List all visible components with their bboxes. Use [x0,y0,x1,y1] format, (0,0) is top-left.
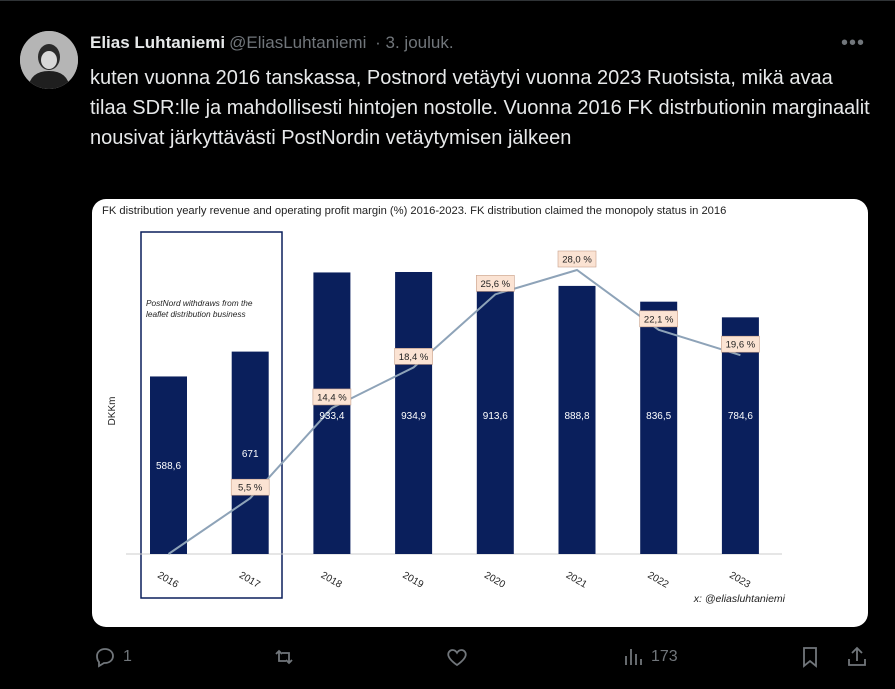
reply-count: 1 [123,648,132,665]
avatar[interactable] [20,31,78,89]
revenue-bar [395,272,433,554]
x-tick-label: 2020 [482,570,507,591]
margin-label: 14,4 % [312,388,352,406]
margin-label: 28,0 % [557,250,597,268]
heart-icon [447,649,467,667]
author-name[interactable]: Elias Luhtaniemi [90,33,226,52]
tweet-date[interactable]: 3. jouluk. [385,33,454,52]
y-axis-label: DKKm [107,397,118,426]
svg-text:22,1 %: 22,1 % [644,314,674,325]
bar-value-label: 671 [242,449,259,460]
chart-card[interactable]: FK distribution yearly revenue and opera… [92,199,868,627]
margin-label: 22,1 % [639,310,679,328]
svg-text:28,0 %: 28,0 % [562,255,592,266]
bookmark-icon [803,647,817,668]
bookmark-button[interactable] [798,645,822,669]
bar-value-label: 934,9 [401,411,426,422]
revenue-bar [721,317,759,554]
margin-label: 19,6 % [721,335,760,353]
svg-text:18,4 %: 18,4 % [399,352,429,363]
margin-label: 5,5 % [230,478,270,496]
bar-value-label: 933,4 [319,411,344,422]
like-button[interactable] [445,645,469,669]
repost-icon [275,649,293,665]
svg-text:14,4 %: 14,4 % [317,392,347,403]
author-handle[interactable]: @EliasLuhtaniemi [229,33,367,52]
x-tick-label: 2022 [646,570,671,591]
revenue-bar [558,285,596,554]
bar-value-label: 888,8 [564,411,589,422]
revenue-bar [640,301,678,554]
tweet-text: kuten vuonna 2016 tanskassa, Postnord ve… [90,67,870,149]
x-tick-label: 2019 [400,570,425,591]
revenue-bar [231,351,269,554]
tweet-actions: 1 173 [0,645,895,679]
share-icon [848,646,866,666]
more-options-icon[interactable]: ••• [840,32,865,54]
svg-text:25,6 %: 25,6 % [481,279,511,290]
views-count: 173 [651,648,678,665]
chart-title: FK distribution yearly revenue and opera… [102,205,726,217]
revenue-bar [150,376,187,554]
chart-credit: x: @eliasluhtaniemi [693,593,786,605]
bar-value-label: 588,6 [156,461,181,472]
annotation-line-1: PostNord withdraws from the [146,298,253,308]
tweet-header: Elias Luhtaniemi @EliasLuhtaniemi · 3. jo… [90,33,454,53]
reply-button[interactable]: 1 [93,645,132,669]
x-tick-label: 2016 [155,570,180,591]
x-tick-label: 2018 [319,570,344,591]
margin-label: 25,6 % [475,275,515,292]
top-divider [0,0,895,1]
repost-button[interactable] [272,645,296,669]
highlight-box [140,231,283,599]
bar-value-label: 913,6 [483,411,508,422]
annotation-line-2: leaflet distribution business [146,309,246,319]
svg-text:19,6 %: 19,6 % [726,340,756,351]
chart: FK distribution yearly revenue and opera… [102,205,786,605]
x-tick-label: 2017 [237,570,262,591]
bar-value-label: 836,5 [646,411,671,422]
chart-annotation: PostNord withdraws from the leaflet dist… [146,298,255,319]
margin-label: 18,4 % [394,348,433,365]
dot-separator: · [375,33,381,52]
views-icon [625,649,642,665]
revenue-bar [313,272,351,554]
x-tick-label: 2021 [564,570,589,591]
bar-value-label: 784,6 [728,411,753,422]
reply-icon [96,648,114,668]
revenue-bar [476,278,514,554]
share-button[interactable] [845,645,869,669]
views-button[interactable]: 173 [621,645,678,669]
svg-text:5,5 %: 5,5 % [238,483,263,494]
x-tick-label: 2023 [727,570,752,591]
